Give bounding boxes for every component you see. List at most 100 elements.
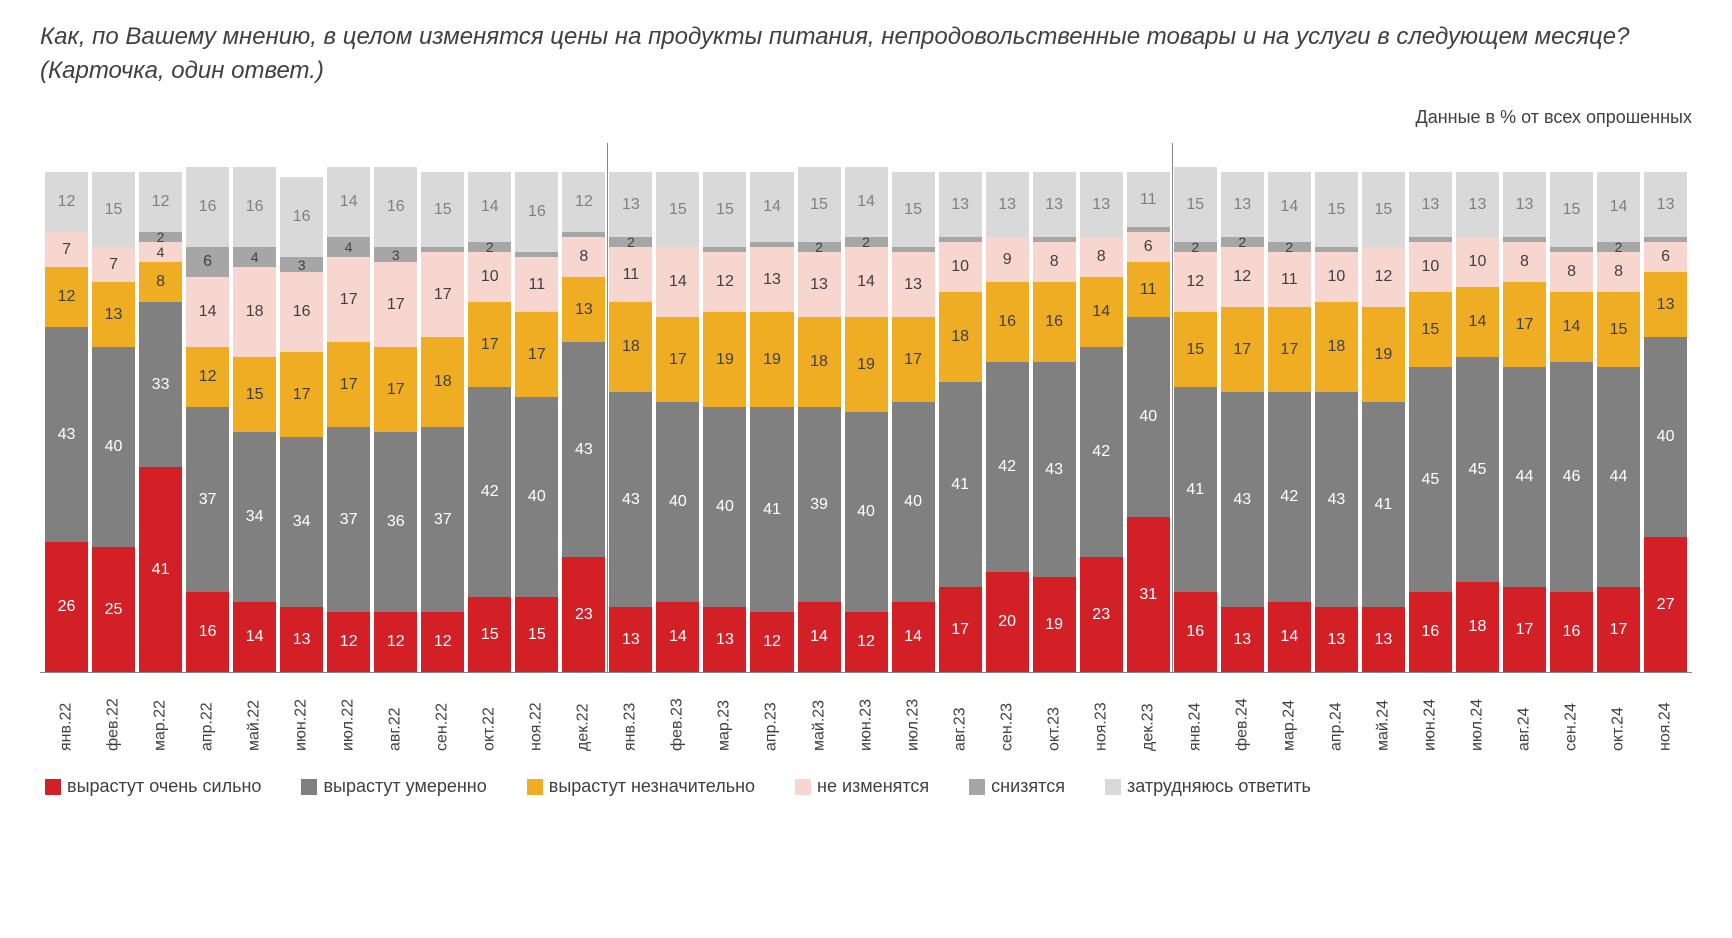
x-axis-label: авг.24 xyxy=(1503,681,1546,751)
bar-segment-ne_izm: 10 xyxy=(1315,252,1358,302)
bar-column: 128134323 xyxy=(562,143,605,672)
stacked-bar-chart: 1271243261571340251224833411661412371616… xyxy=(40,143,1692,673)
bar-column: 158144616 xyxy=(1550,143,1593,672)
bar-segment-znach_rost: 14 xyxy=(1268,602,1311,672)
year-divider xyxy=(1172,143,1173,672)
bar-segment-znach_rost: 14 xyxy=(233,602,276,672)
bar-segment-zatr: 13 xyxy=(1080,172,1123,237)
bar-segment-umer_rost: 43 xyxy=(1315,392,1358,607)
bar-segment-ne_izm: 14 xyxy=(186,277,229,347)
bar-segment-neznach_rost: 13 xyxy=(1644,272,1687,337)
bar-segment-zatr: 13 xyxy=(1221,172,1264,237)
x-axis-label: апр.23 xyxy=(750,681,793,751)
bar-segment-zatr: 16 xyxy=(186,167,229,247)
bar-segment-umer_rost: 43 xyxy=(1033,362,1076,577)
bar-segment-znach_rost: 12 xyxy=(374,612,417,672)
bar-segment-ne_izm: 13 xyxy=(798,252,841,317)
bar-segment-neznach_rost: 14 xyxy=(1456,287,1499,357)
bar-segment-ne_izm: 4 xyxy=(139,242,182,262)
bar-segment-zatr: 12 xyxy=(562,172,605,232)
bar-segment-sniz: 2 xyxy=(609,237,652,247)
x-axis-label: дек.23 xyxy=(1127,681,1170,751)
bar-segment-ne_izm: 8 xyxy=(1597,252,1640,292)
bar-segment-ne_izm: 14 xyxy=(845,247,888,317)
bar-segment-umer_rost: 34 xyxy=(280,437,323,607)
bar-segment-zatr: 15 xyxy=(798,167,841,242)
bar-segment-zatr: 16 xyxy=(515,172,558,252)
bar-segment-umer_rost: 43 xyxy=(609,392,652,607)
bar-segment-umer_rost: 40 xyxy=(515,397,558,597)
bar-segment-umer_rost: 41 xyxy=(939,382,982,587)
bar-segment-umer_rost: 44 xyxy=(1597,367,1640,587)
x-axis-label: сен.24 xyxy=(1550,681,1593,751)
x-axis-label: янв.23 xyxy=(609,681,652,751)
bar-segment-ne_izm: 8 xyxy=(562,237,605,277)
bar-column: 16316173413 xyxy=(280,143,323,672)
bar-segment-znach_rost: 13 xyxy=(609,607,652,672)
bar-segment-znach_rost: 17 xyxy=(939,587,982,672)
bar-segment-znach_rost: 17 xyxy=(1597,587,1640,672)
x-axis-label: май.22 xyxy=(233,681,276,751)
x-axis-label: дек.22 xyxy=(562,681,605,751)
bar-segment-zatr: 15 xyxy=(703,172,746,247)
legend-swatch xyxy=(45,779,61,795)
x-axis-label: апр.22 xyxy=(186,681,229,751)
bar-column: 138164319 xyxy=(1033,143,1076,672)
bar-segment-znach_rost: 19 xyxy=(1033,577,1076,672)
bar-segment-neznach_rost: 17 xyxy=(374,347,417,432)
bar-segment-ne_izm: 9 xyxy=(986,237,1029,282)
chart-subtitle: Данные в % от всех опрошенных xyxy=(40,107,1692,128)
bar-segment-umer_rost: 40 xyxy=(1644,337,1687,537)
bar-segment-umer_rost: 37 xyxy=(327,427,370,612)
bar-segment-ne_izm: 10 xyxy=(1456,237,1499,287)
bar-segment-znach_rost: 14 xyxy=(798,602,841,672)
bar-segment-ne_izm: 8 xyxy=(1550,252,1593,292)
bar-segment-ne_izm: 10 xyxy=(468,252,511,302)
bar-segment-zatr: 13 xyxy=(1456,172,1499,237)
bar-segment-neznach_rost: 8 xyxy=(139,262,182,302)
bar-segment-znach_rost: 16 xyxy=(1174,592,1217,672)
bar-column: 1611174015 xyxy=(515,143,558,672)
legend-swatch xyxy=(527,779,543,795)
bar-segment-znach_rost: 23 xyxy=(562,557,605,672)
chart-legend: вырастут очень сильновырастут умеренновы… xyxy=(40,776,1692,797)
bar-segment-ne_izm: 12 xyxy=(703,252,746,312)
bar-column: 138174417 xyxy=(1503,143,1546,672)
bar-column: 138144223 xyxy=(1080,143,1123,672)
bar-segment-umer_rost: 40 xyxy=(92,347,135,547)
bar-segment-sniz: 2 xyxy=(798,242,841,252)
x-axis-label: май.24 xyxy=(1362,681,1405,751)
bar-segment-umer_rost: 42 xyxy=(468,387,511,597)
bar-segment-ne_izm: 11 xyxy=(515,257,558,312)
bar-column: 15213183914 xyxy=(798,143,841,672)
bar-segment-znach_rost: 14 xyxy=(892,602,935,672)
bar-segment-znach_rost: 12 xyxy=(845,612,888,672)
bar-segment-neznach_rost: 17 xyxy=(1503,282,1546,367)
bar-segment-zatr: 15 xyxy=(1315,172,1358,247)
bar-segment-neznach_rost: 15 xyxy=(1597,292,1640,367)
x-axis-labels: янв.22фев.22мар.22апр.22май.22июн.22июл.… xyxy=(40,681,1692,751)
bar-segment-ne_izm: 18 xyxy=(233,267,276,357)
bar-segment-znach_rost: 26 xyxy=(45,542,88,672)
bar-segment-neznach_rost: 12 xyxy=(186,347,229,407)
bar-segment-sniz: 2 xyxy=(1221,237,1264,247)
bar-segment-neznach_rost: 17 xyxy=(1268,307,1311,392)
bar-segment-zatr: 13 xyxy=(1503,172,1546,237)
bar-segment-sniz: 4 xyxy=(327,237,370,257)
bar-segment-neznach_rost: 17 xyxy=(1221,307,1264,392)
x-axis-label: окт.24 xyxy=(1597,681,1640,751)
bar-segment-zatr: 16 xyxy=(374,167,417,247)
x-axis-label: окт.22 xyxy=(468,681,511,751)
bar-segment-ne_izm: 8 xyxy=(1503,242,1546,282)
bar-segment-neznach_rost: 18 xyxy=(798,317,841,407)
bar-segment-neznach_rost: 15 xyxy=(1409,292,1452,367)
bar-segment-sniz: 2 xyxy=(139,232,182,242)
bar-segment-neznach_rost: 17 xyxy=(656,317,699,402)
x-axis-label: май.23 xyxy=(798,681,841,751)
bar-segment-neznach_rost: 15 xyxy=(233,357,276,432)
bar-segment-znach_rost: 16 xyxy=(186,592,229,672)
legend-swatch xyxy=(969,779,985,795)
legend-swatch xyxy=(795,779,811,795)
legend-item-znach_rost: вырастут очень сильно xyxy=(45,776,261,797)
x-axis-label: сен.23 xyxy=(986,681,1029,751)
